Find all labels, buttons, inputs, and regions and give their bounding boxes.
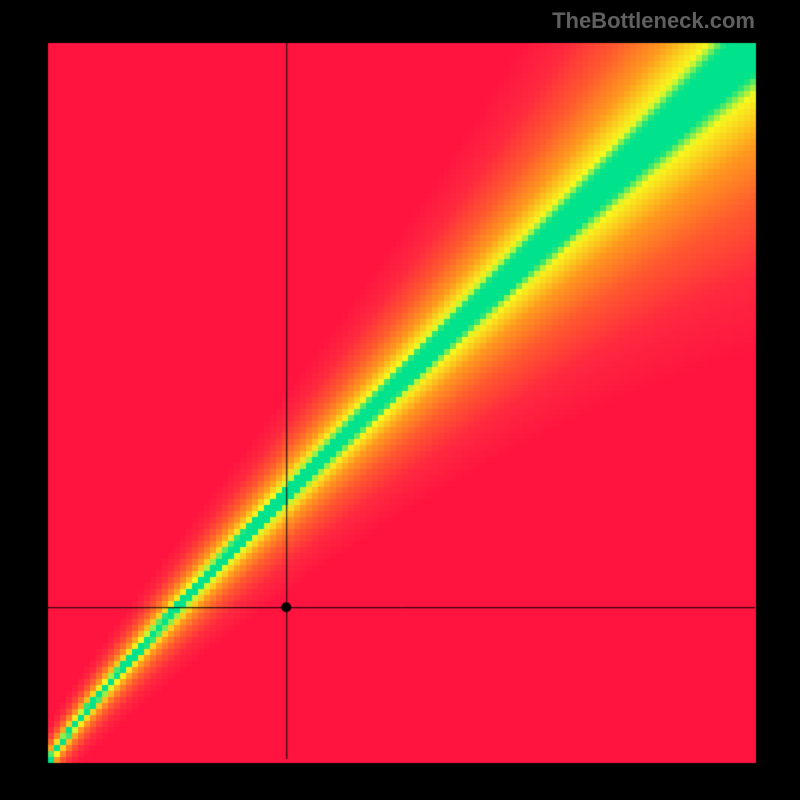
bottleneck-heatmap bbox=[0, 0, 800, 800]
watermark-text: TheBottleneck.com bbox=[552, 8, 755, 34]
chart-container: TheBottleneck.com bbox=[0, 0, 800, 800]
